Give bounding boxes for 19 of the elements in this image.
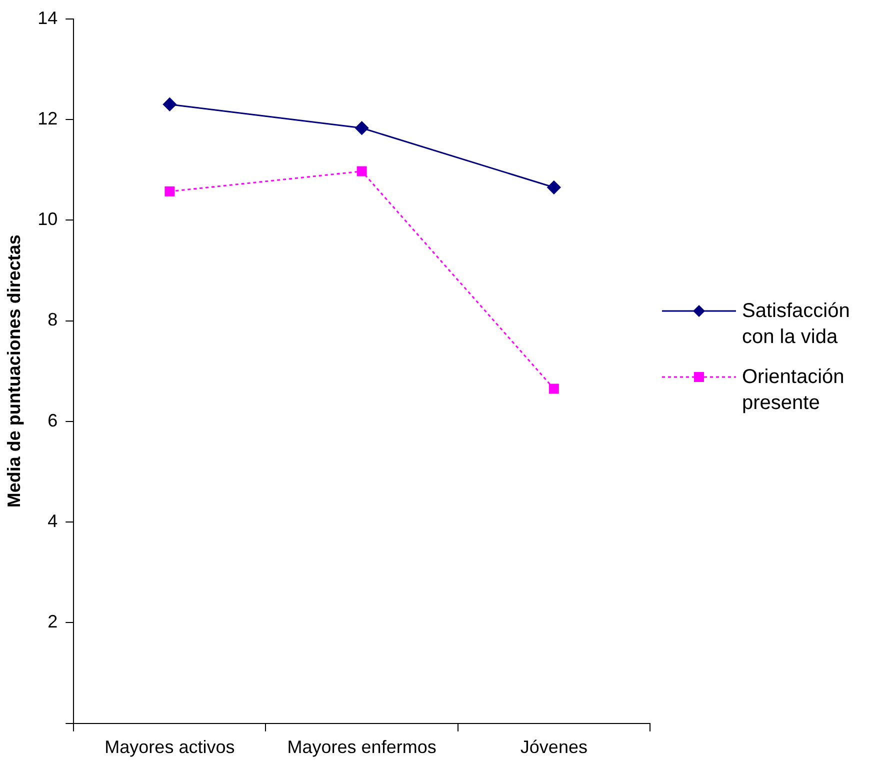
point xyxy=(547,180,561,194)
x-tick-label: Jóvenes xyxy=(520,737,588,758)
point xyxy=(356,166,367,176)
y-tick-label: 6 xyxy=(48,410,58,430)
y-tick-label: 8 xyxy=(48,310,58,330)
x-tick-label: Mayores enfermos xyxy=(287,737,436,758)
y-tick-label: 4 xyxy=(48,511,58,532)
y-axis-title: Media de puntuaciones directas xyxy=(4,234,24,508)
point xyxy=(355,121,369,135)
y-tick-label: 10 xyxy=(38,209,58,230)
y-tick-label: 12 xyxy=(38,108,58,128)
legend-label: Orientación presente xyxy=(742,365,846,416)
legend-label: Satisfacción con la vida xyxy=(742,299,851,350)
x-tick-label: Mayores activos xyxy=(104,737,235,758)
y-tick-label: 2 xyxy=(48,612,58,632)
y-tick-label: 14 xyxy=(38,8,58,28)
point xyxy=(162,98,176,112)
point xyxy=(164,186,175,196)
point xyxy=(548,384,559,394)
